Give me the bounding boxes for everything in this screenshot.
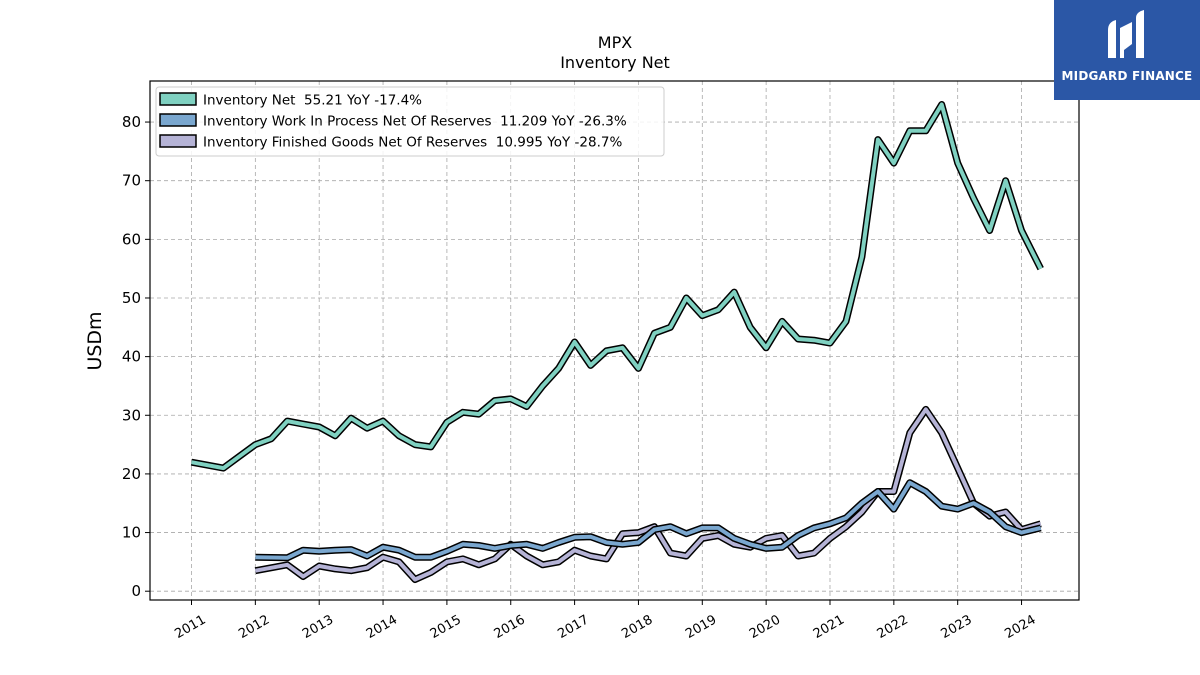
y-tick-label: 50 — [122, 289, 141, 307]
series-line-work-in-process — [255, 480, 1042, 560]
x-tick-label: 2024 — [1002, 612, 1038, 642]
axis-ticks: 0 10 20 30 40 50 60 70 80 2011 2012 2013 2014 2015 201… — [122, 113, 1039, 642]
series-line-inventory-net — [191, 102, 1043, 471]
y-tick-label: 70 — [122, 172, 141, 190]
legend: Inventory Net 55.21 YoY -17.4% Inventory… — [155, 86, 665, 157]
legend-swatch-work-in-process — [159, 113, 197, 127]
x-tick-label: 2011 — [172, 612, 208, 642]
x-tick-label: 2014 — [364, 612, 400, 642]
x-tick-label: 2020 — [747, 612, 783, 642]
x-tick-label: 2022 — [875, 612, 911, 642]
series-outline-work-in-process — [255, 479, 1042, 562]
x-tick-label: 2012 — [236, 612, 272, 642]
plot-frame — [149, 80, 1080, 601]
brand-name: MIDGARD FINANCE — [1061, 69, 1193, 83]
y-axis-label: USDm — [84, 311, 106, 370]
series-group — [190, 101, 1044, 583]
series-work-in-process — [255, 479, 1042, 562]
legend-swatch-inventory-net — [159, 92, 197, 106]
legend-label-finished-goods: Inventory Finished Goods Net Of Reserves… — [203, 135, 622, 151]
y-tick-label: 0 — [131, 582, 141, 600]
x-tick-label: 2018 — [619, 612, 655, 642]
y-tick-label: 30 — [122, 406, 141, 424]
y-tick-label: 60 — [122, 230, 141, 248]
brand-mark-icon — [1108, 10, 1144, 58]
y-tick-label: 10 — [122, 524, 141, 542]
x-tick-label: 2021 — [811, 612, 847, 642]
y-tick-label: 20 — [122, 465, 141, 483]
brand-logo: MIDGARD FINANCE — [1054, 0, 1200, 100]
legend-label-work-in-process: Inventory Work In Process Net Of Reserve… — [203, 114, 627, 130]
legend-frame — [155, 86, 665, 157]
y-tick-label: 40 — [122, 348, 141, 366]
x-tick-label: 2023 — [939, 612, 975, 642]
series-inventory-net — [190, 101, 1044, 472]
legend-swatch-finished-goods — [159, 134, 197, 148]
chart-title: MPX — [598, 33, 632, 52]
grid — [150, 81, 1079, 600]
chart-subtitle: Inventory Net — [560, 53, 670, 72]
x-tick-label: 2013 — [300, 612, 336, 642]
legend-label-inventory-net: Inventory Net 55.21 YoY -17.4% — [203, 93, 422, 109]
y-tick-label: 80 — [122, 113, 141, 131]
x-tick-label: 2016 — [492, 612, 528, 642]
x-tick-label: 2019 — [683, 612, 719, 642]
x-tick-label: 2017 — [555, 612, 591, 642]
x-tick-label: 2015 — [428, 612, 464, 642]
